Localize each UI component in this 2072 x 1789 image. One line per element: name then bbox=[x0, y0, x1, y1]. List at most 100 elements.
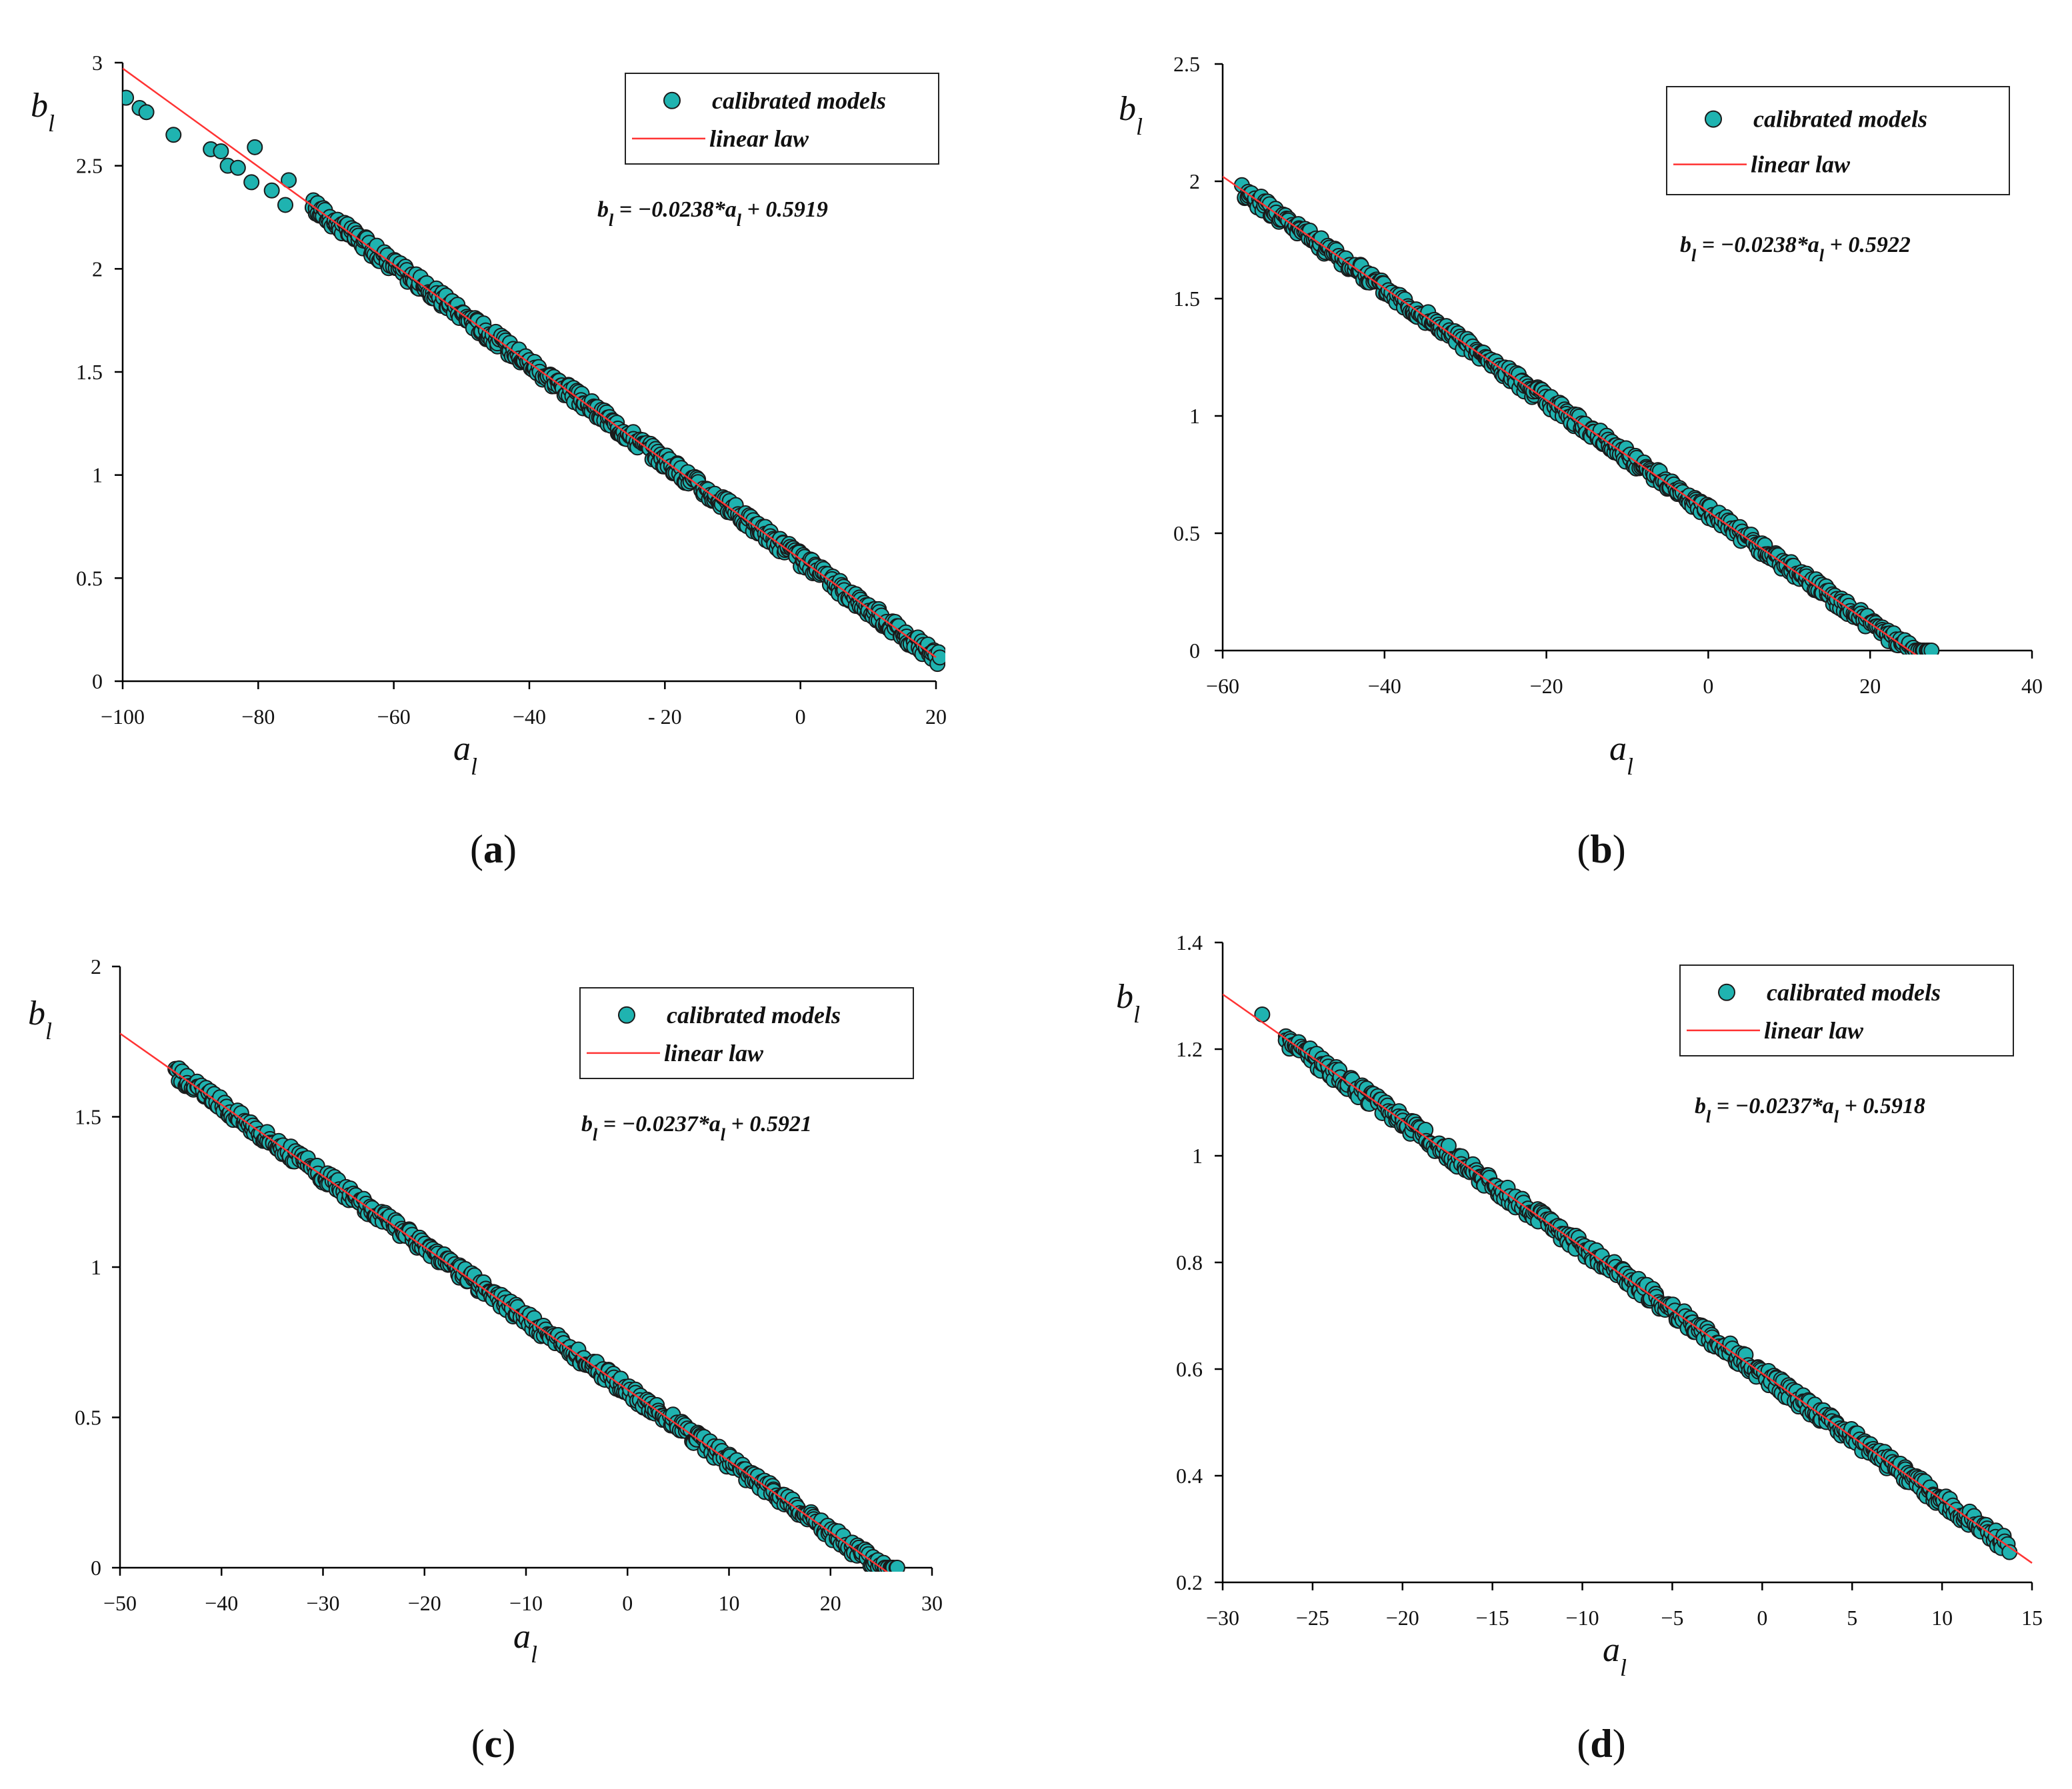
regression-equation: bl = −0.0238*al + 0.5919 bbox=[597, 197, 828, 230]
x-axis-label-sub: l bbox=[1620, 1654, 1627, 1681]
y-axis-label-sub: l bbox=[45, 1018, 52, 1044]
caption-d: (d) bbox=[1577, 1722, 1626, 1766]
chart-panel-a: 0 0.5 1 1.5 2 2.5 3 −100 −80 −60 −40 - 20 0 20 bl al cal… bbox=[0, 0, 1036, 895]
scatter-point bbox=[277, 197, 293, 213]
x-tick-label: −5 bbox=[1661, 1606, 1683, 1630]
legend-box bbox=[579, 987, 914, 1079]
plot-area bbox=[123, 67, 945, 673]
regression-equation: bl = −0.0237*al + 0.5918 bbox=[1695, 1094, 1925, 1126]
x-tick-label: 10 bbox=[1931, 1606, 1953, 1630]
y-tick-label: 1.2 bbox=[1176, 1037, 1203, 1061]
chart-b-svg: 0 0.5 1 1.5 2 2.5 −60 −40 −20 0 20 40 bl al calibrated… bbox=[1119, 52, 2043, 780]
scatter-point bbox=[263, 182, 280, 199]
y-axis-label-sub: l bbox=[1136, 113, 1143, 140]
chart-panel-d: 0.2 0.4 0.6 0.8 1 1.2 1.4 −30 −25 −20 −15 −10 −5 0 5 10… bbox=[1036, 895, 2072, 1789]
caption-b: (b) bbox=[1577, 827, 1626, 871]
scatter-point bbox=[1254, 1006, 1271, 1022]
legend-marker bbox=[1705, 110, 1722, 128]
y-tick-label: 0.4 bbox=[1176, 1464, 1203, 1488]
y-tick-label: 1 bbox=[1192, 1144, 1203, 1168]
y-axis-label-sub: l bbox=[48, 110, 55, 137]
x-tick-label: 30 bbox=[921, 1591, 943, 1615]
y-tick-label: 2.5 bbox=[1173, 52, 1200, 76]
legend-label-line: linear law bbox=[709, 125, 809, 152]
x-tick-label: 20 bbox=[820, 1591, 841, 1615]
x-tick-label: - 20 bbox=[648, 705, 682, 729]
legend-box bbox=[1666, 86, 2010, 195]
x-tick-label: −30 bbox=[306, 1591, 339, 1615]
x-tick-label: −40 bbox=[513, 705, 546, 729]
y-tick-label: 0 bbox=[91, 1556, 101, 1580]
y-tick-label: 1.5 bbox=[1173, 287, 1200, 311]
chart-a-svg: 0 0.5 1 1.5 2 2.5 3 −100 −80 −60 −40 - 20 0 20 bl al cal… bbox=[31, 51, 947, 780]
linear-law-line bbox=[123, 67, 937, 659]
legend-box bbox=[625, 73, 939, 165]
legend-marker bbox=[618, 1006, 635, 1024]
x-tick-label: 0 bbox=[795, 705, 806, 729]
scatter-point bbox=[138, 104, 155, 121]
x-axis-label: al bbox=[513, 1618, 537, 1668]
scatter-point bbox=[229, 159, 246, 176]
legend-label-scatter: calibrated models bbox=[667, 1002, 841, 1028]
scatter-point bbox=[243, 174, 260, 191]
x-axis-label: al bbox=[1609, 730, 1633, 780]
x-tick-label: 0 bbox=[1757, 1606, 1767, 1630]
x-tick-label: 0 bbox=[622, 1591, 633, 1615]
y-tick-label: 3 bbox=[92, 51, 103, 75]
x-tick-label: 40 bbox=[2021, 674, 2043, 698]
legend-label-scatter: calibrated models bbox=[1753, 106, 1927, 133]
y-tick-label: 0.5 bbox=[75, 1406, 101, 1430]
x-tick-label: −20 bbox=[1530, 674, 1563, 698]
x-tick-label: −40 bbox=[1368, 674, 1401, 698]
y-tick-label: 0 bbox=[92, 669, 103, 693]
scatter-point bbox=[123, 89, 135, 106]
scatter-point bbox=[931, 649, 945, 666]
legend-label-line: linear law bbox=[1764, 1017, 1864, 1044]
x-tick-label: −20 bbox=[408, 1591, 441, 1615]
y-axis-label-sub: l bbox=[1133, 1001, 1140, 1028]
scatter-point bbox=[1923, 643, 1940, 655]
scatter-point bbox=[213, 143, 229, 160]
plot-area bbox=[1223, 175, 1940, 655]
y-axis-label: bl bbox=[1119, 90, 1143, 140]
x-tick-label: −20 bbox=[1386, 1606, 1419, 1630]
y-tick-label: 1.5 bbox=[75, 1105, 101, 1129]
x-tick-label: 15 bbox=[2021, 1606, 2043, 1630]
y-tick-label: 0.5 bbox=[1173, 521, 1200, 545]
y-tick-label: 0 bbox=[1189, 639, 1200, 663]
x-tick-label: −80 bbox=[241, 705, 275, 729]
legend-label-line: linear law bbox=[1751, 151, 1851, 178]
x-tick-label: −10 bbox=[509, 1591, 543, 1615]
x-tick-label: 10 bbox=[719, 1591, 740, 1615]
y-tick-label: 1 bbox=[1189, 404, 1200, 428]
y-tick-label: 2 bbox=[91, 954, 101, 978]
y-tick-label: 1 bbox=[92, 463, 103, 487]
chart-d-svg: 0.2 0.4 0.6 0.8 1 1.2 1.4 −30 −25 −20 −15 −10 −5 0 5 10… bbox=[1116, 930, 2043, 1681]
legend-marker bbox=[1718, 983, 1735, 1001]
legend-marker bbox=[663, 91, 681, 109]
x-tick-label: 20 bbox=[1859, 674, 1881, 698]
scatter-point bbox=[165, 127, 182, 143]
x-tick-label: 0 bbox=[1703, 674, 1713, 698]
legend-label-scatter: calibrated models bbox=[1767, 979, 1941, 1006]
regression-equation: bl = −0.0238*al + 0.5922 bbox=[1680, 233, 1911, 265]
y-tick-label: 0.5 bbox=[76, 566, 103, 590]
y-tick-label: 0.2 bbox=[1176, 1570, 1203, 1594]
plot-area bbox=[1223, 993, 2033, 1564]
y-tick-label: 1.4 bbox=[1176, 930, 1203, 954]
x-tick-label: −60 bbox=[377, 705, 411, 729]
chart-panel-c: 0 0.5 1 1.5 2 −50 −40 −30 −20 −10 0 10 20 30 bl al calib… bbox=[0, 895, 1036, 1789]
x-tick-label: −10 bbox=[1566, 1606, 1599, 1630]
y-tick-label: 1 bbox=[91, 1255, 101, 1279]
scatter-point bbox=[281, 172, 297, 189]
legend-label-scatter: calibrated models bbox=[712, 87, 886, 114]
x-axis-label: al bbox=[1603, 1631, 1627, 1681]
caption-a: (a) bbox=[470, 827, 517, 871]
plot-area bbox=[120, 1032, 905, 1572]
caption-c: (c) bbox=[471, 1722, 516, 1766]
x-tick-label: −25 bbox=[1296, 1606, 1329, 1630]
y-axis-label: bl bbox=[1116, 978, 1140, 1028]
y-tick-label: 2 bbox=[1189, 169, 1200, 193]
regression-equation: bl = −0.0237*al + 0.5921 bbox=[581, 1112, 812, 1144]
y-tick-label: 2.5 bbox=[76, 154, 103, 178]
